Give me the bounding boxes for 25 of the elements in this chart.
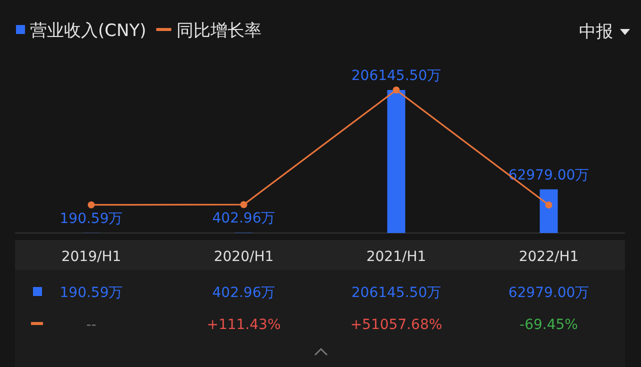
text: 206145.50万 bbox=[351, 68, 442, 84]
data-label: -- bbox=[86, 317, 96, 333]
text: 402.96万 bbox=[212, 210, 276, 227]
data-label: 206145.50万 bbox=[351, 285, 442, 301]
data-label: 62979.00万 bbox=[508, 285, 590, 301]
bar bbox=[540, 189, 558, 233]
data-label: 402.96万 bbox=[212, 285, 276, 301]
data-label: +51057.68% bbox=[350, 317, 442, 333]
text: 190.59万 bbox=[60, 210, 123, 227]
point bbox=[240, 201, 248, 208]
bar bbox=[387, 90, 406, 233]
data-label: +111.43% bbox=[206, 317, 281, 333]
annotation: 中报 bbox=[579, 22, 630, 42]
legend-label: 营业收入(CNY) bbox=[30, 21, 146, 41]
point bbox=[88, 201, 95, 208]
data-label: -69.45% bbox=[520, 317, 578, 333]
x-tick-label: 2022/H1 bbox=[518, 249, 579, 265]
text: 62979.00万 bbox=[508, 167, 590, 184]
x-tick-label: 2019/H1 bbox=[61, 249, 122, 265]
point bbox=[392, 86, 400, 94]
point bbox=[545, 202, 552, 208]
legend-label: 同比增长率 bbox=[176, 21, 262, 41]
data-label: 190.59万 bbox=[60, 285, 123, 301]
x-tick-label: 2021/H1 bbox=[366, 249, 426, 265]
x-tick-label: 2020/H1 bbox=[214, 249, 274, 265]
